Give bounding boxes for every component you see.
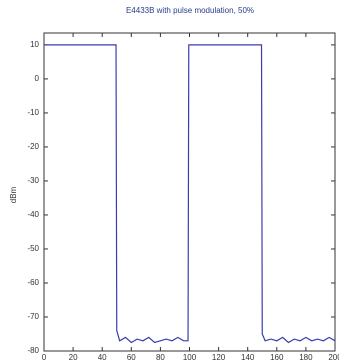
x-tick-label: 120	[212, 353, 226, 362]
data-line	[44, 44, 336, 344]
x-tick-label: 160	[270, 353, 284, 362]
y-tick-label: -30	[27, 176, 39, 185]
y-tick-label: 10	[30, 40, 39, 49]
y-axis-label: dBm	[9, 186, 18, 203]
y-tick-label: -20	[27, 142, 39, 151]
y-tick-label: -60	[27, 278, 39, 287]
y-tick-label: -50	[27, 244, 39, 253]
chart-title: E4433B with pulse modulation, 50%	[126, 6, 254, 15]
x-tick-label: 200	[328, 353, 339, 362]
x-tick-label: 20	[69, 353, 78, 362]
plot-frame	[43, 32, 336, 352]
x-tick-label: 0	[42, 353, 47, 362]
x-tick-label: 40	[98, 353, 107, 362]
x-tick-label: 60	[127, 353, 136, 362]
y-tick-label: -40	[27, 210, 39, 219]
y-tick-label: -80	[27, 346, 39, 355]
x-tick-label: 140	[241, 353, 255, 362]
y-tick-label: 0	[35, 74, 40, 83]
y-tick-label: -70	[27, 312, 39, 321]
x-tick-label: 100	[183, 353, 197, 362]
x-tick-label: 80	[156, 353, 165, 362]
x-tick-label: 180	[299, 353, 313, 362]
y-tick-label: -10	[27, 108, 39, 117]
